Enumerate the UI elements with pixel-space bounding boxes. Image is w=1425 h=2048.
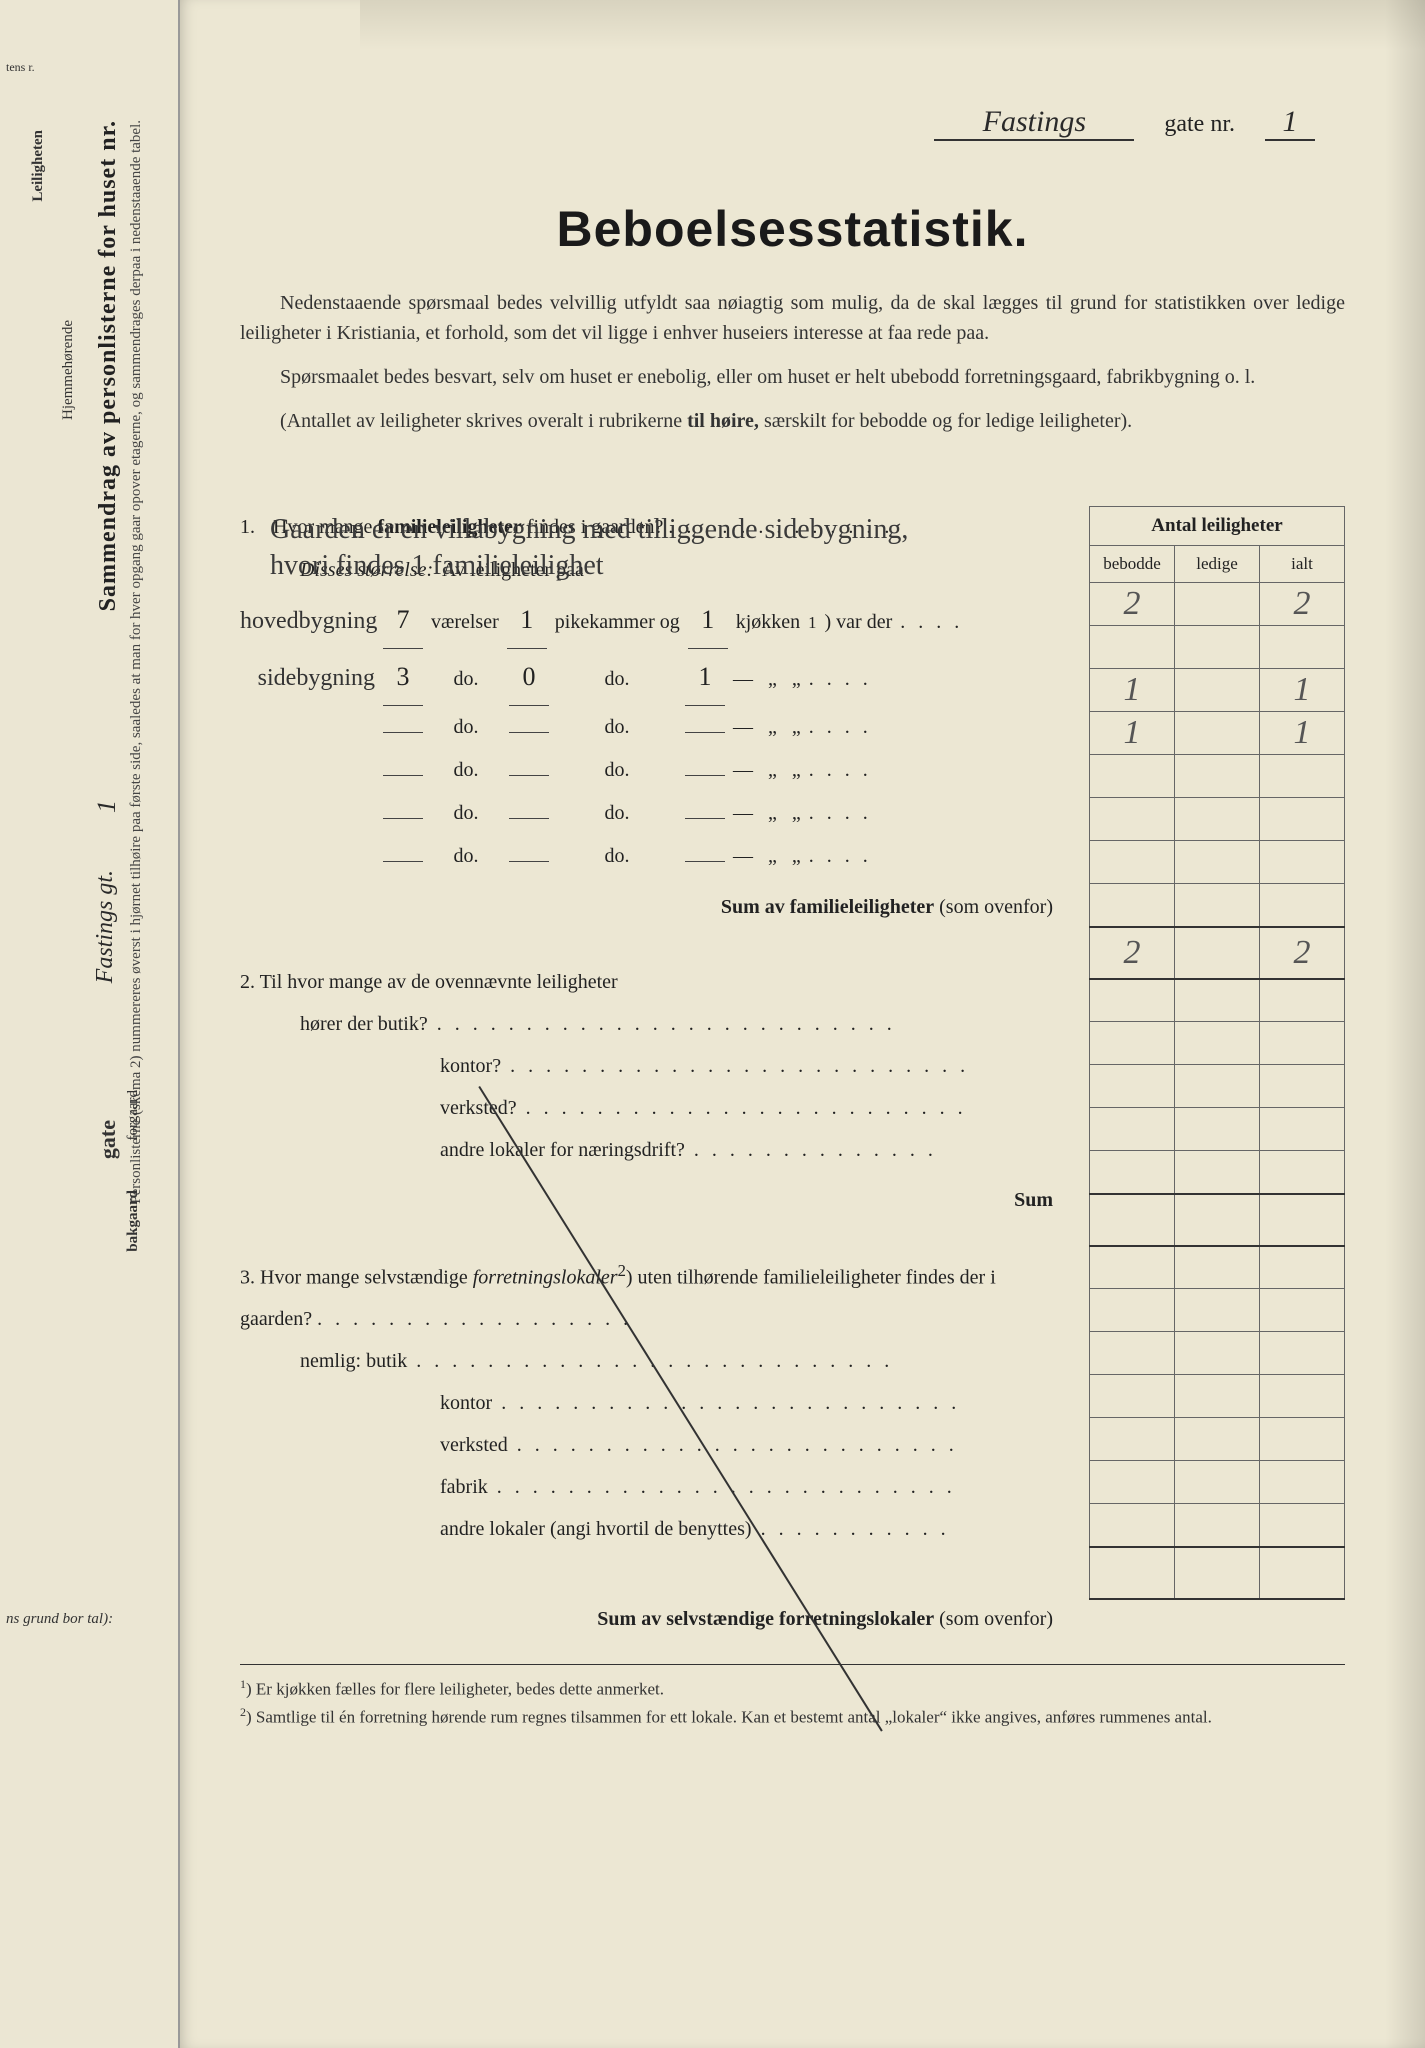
table-row — [1090, 798, 1345, 841]
table-row — [1090, 1332, 1345, 1375]
intro-p3c: særskilt for bebodde og for ledige leili… — [764, 410, 1132, 432]
size-row: hovedbygning 7 værelser 1 pikekammer og … — [240, 592, 1065, 649]
page-title: Beboelsesstatistik. — [240, 200, 1345, 258]
table-row — [1090, 626, 1345, 669]
table-row — [1090, 1418, 1345, 1461]
q2-r1: hører der butik? — [300, 1013, 428, 1035]
footnote-2: Samtlige til én forretning hørende rum r… — [256, 1707, 1212, 1726]
table-row: 11 — [1090, 669, 1345, 712]
left-gate-label: gate — [95, 1120, 121, 1159]
left-summary-sub: Personlisterne (skema 2) nummereres øver… — [128, 120, 145, 1204]
row-label: hovedbygning — [240, 596, 375, 648]
main-page: Fastings gate nr. 1 Beboelsesstatistik. … — [180, 0, 1425, 2048]
table-sum-row — [1090, 1194, 1345, 1246]
col-ialt: ialt — [1260, 546, 1345, 583]
table-row — [1090, 884, 1345, 927]
q3-nemlig: nemlig: — [300, 1350, 361, 1372]
intro-p3a: (Antallet av leiligheter skrives overalt… — [280, 410, 682, 432]
q2-r3: verksted? — [440, 1097, 517, 1119]
q2-r2: kontor? — [440, 1055, 501, 1077]
table-sum-row — [1090, 1547, 1345, 1599]
left-forgaard: forgaard — [125, 1090, 142, 1141]
left-street-handwritten: Fastings gt. — [92, 870, 119, 983]
size-row: do. do. — „ „ . . . . — [240, 792, 1065, 835]
q2-r4: andre lokaler for næringsdrift? — [440, 1139, 685, 1161]
table-row — [1090, 755, 1345, 798]
kjok-field[interactable]: 1 — [688, 592, 728, 649]
size-row: do. do. — „ „ . . . . — [240, 835, 1065, 878]
q3-sum: Sum av selvstændige forretningslokaler — [597, 1608, 934, 1630]
table-row — [1090, 1065, 1345, 1108]
edge-shadow — [1385, 0, 1425, 2048]
table-row — [1090, 1022, 1345, 1065]
row-label: sidebygning — [240, 653, 375, 705]
kjok-field[interactable]: 1 — [685, 649, 725, 706]
handwritten-note: Gaarden er en villabygning med tilliggen… — [270, 512, 950, 585]
page-top-edge — [360, 0, 1425, 50]
col-bebodde: bebodde — [1090, 546, 1175, 583]
q2-sum: Sum — [1014, 1189, 1053, 1211]
vaer-field[interactable]: 7 — [383, 592, 423, 649]
q2-text: Til hvor mange av de ovennævnte leilighe… — [260, 971, 618, 993]
content-area: Gaarden er en villabygning med tilliggen… — [240, 506, 1345, 1730]
table-row — [1090, 979, 1345, 1022]
q1-sum-label: Sum av familieleiligheter (som ovenfor) — [240, 886, 1065, 929]
left-summary-title: Sammendrag av personlisterne for huset n… — [95, 120, 122, 611]
table-sum-row: 22 — [1090, 927, 1345, 979]
intro-p1-text: Nedenstaaende spørsmaal bedes velvillig … — [240, 292, 1345, 344]
table-row: 22 — [1090, 583, 1345, 626]
table-row — [1090, 1151, 1345, 1194]
vaer-field[interactable]: 3 — [383, 649, 423, 706]
left-bottom-note: ns grund bor tal): — [6, 1611, 113, 1628]
table-row — [1090, 1375, 1345, 1418]
intro-p2: Spørsmaalet bedes besvart, selv om huset… — [240, 362, 1345, 392]
footnotes: 1) Er kjøkken fælles for flere leilighet… — [240, 1664, 1345, 1729]
table-row — [1090, 841, 1345, 884]
left-margin-panel: tens r. Leiligheten Hjemmehørende Sammen… — [0, 0, 180, 2048]
left-bakgaard: bakgaard — [125, 1190, 142, 1252]
table-row — [1090, 1108, 1345, 1151]
q1-num: 1. — [240, 506, 268, 549]
gate-nr-label: gate nr. — [1164, 111, 1235, 138]
table-row — [1090, 1289, 1345, 1332]
col-ledige: ledige — [1175, 546, 1260, 583]
pike-field[interactable]: 0 — [509, 649, 549, 706]
gate-nr-field[interactable]: 1 — [1265, 105, 1315, 141]
gate-line: Fastings gate nr. 1 — [934, 105, 1315, 141]
antal-table: Antal leiligheter bebodde ledige ialt 22… — [1089, 506, 1345, 1600]
table-row — [1090, 1504, 1345, 1547]
street-name-field[interactable]: Fastings — [934, 105, 1134, 141]
q2-num: 2. — [240, 971, 255, 993]
col-vaer: værelser — [431, 601, 499, 644]
table-row — [1090, 1461, 1345, 1504]
intro-p3b: til høire, — [687, 410, 759, 432]
size-row: do. do. — „ „ . . . . — [240, 749, 1065, 792]
intro-p3: (Antallet av leiligheter skrives overalt… — [240, 406, 1345, 436]
left-header-tens: tens r. — [6, 60, 35, 75]
left-col-hjemme: Hjemmehørende — [60, 320, 77, 420]
col-kjok: kjøkken — [736, 601, 800, 644]
size-row: sidebygning 3 do. 0 do. 1 — „ „ . . . . — [240, 649, 1065, 706]
col-pike: pikekammer og — [555, 601, 680, 644]
left-nr-handwritten: 1 — [92, 800, 122, 813]
left-col-leiligheten: Leiligheten — [30, 130, 47, 202]
table-row: 11 — [1090, 712, 1345, 755]
q3-num: 3. — [240, 1266, 255, 1288]
table-header: Antal leiligheter — [1090, 507, 1345, 546]
intro-p2-text: Spørsmaalet bedes besvart, selv om huset… — [280, 366, 1255, 388]
size-row: do. do. — „ „ . . . . — [240, 706, 1065, 749]
footnote-1: Er kjøkken fælles for flere leiligheter,… — [256, 1680, 664, 1699]
intro-p1: Nedenstaaende spørsmaal bedes velvillig … — [240, 288, 1345, 348]
table-row — [1090, 1246, 1345, 1289]
pike-field[interactable]: 1 — [507, 592, 547, 649]
